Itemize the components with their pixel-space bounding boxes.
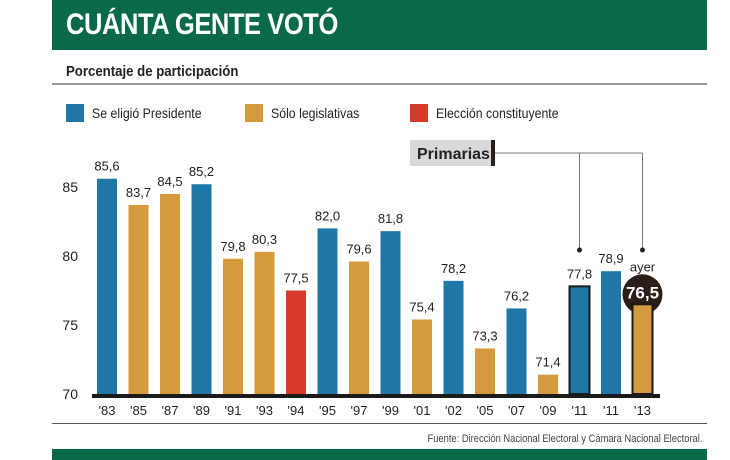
bar — [97, 178, 117, 394]
bar-value-label: 78,2 — [441, 261, 466, 276]
legend-swatch — [410, 104, 428, 122]
page-title: CUÁNTA GENTE VOTÓ — [66, 8, 338, 41]
x-axis-baseline — [92, 394, 660, 398]
bar — [568, 285, 591, 395]
x-tick-label: '91 — [225, 403, 242, 418]
bar — [412, 319, 432, 394]
annotation-dot — [640, 247, 645, 253]
x-tick-label: '85 — [130, 403, 147, 418]
bar — [317, 228, 338, 394]
bar-value-label: 76,2 — [504, 288, 529, 303]
x-tick-label: '89 — [193, 403, 210, 418]
x-tick-label: '05 — [477, 403, 494, 418]
x-tick-label: '95 — [319, 403, 336, 418]
bar — [443, 280, 464, 394]
bar-value-label: 71,4 — [535, 355, 560, 370]
legend-swatch — [66, 104, 84, 122]
bar-value-label: 84,5 — [157, 174, 182, 189]
bar — [128, 204, 149, 394]
bar — [160, 193, 180, 394]
x-tick-label: '94 — [288, 403, 305, 418]
legend-label: Elección constituyente — [436, 105, 559, 121]
bar — [475, 348, 495, 394]
bar — [191, 184, 212, 394]
legend-item-legislativas: Sólo legislativas — [245, 104, 371, 122]
chart-subtitle: Porcentaje de participación — [66, 63, 239, 80]
bar-value-label: 79,8 — [220, 239, 245, 254]
bar-value-label: 85,6 — [94, 159, 119, 174]
highlight-note: ayer — [630, 259, 656, 274]
x-tick-label: '09 — [540, 403, 557, 418]
bar-value-label: 81,8 — [378, 211, 403, 226]
bar — [506, 308, 527, 394]
y-tick-label: 85 — [62, 179, 78, 195]
bar-value-label: 85,2 — [189, 164, 214, 179]
x-tick-label: '83 — [99, 403, 116, 418]
x-tick-label: '87 — [162, 403, 179, 418]
x-tick-label: '99 — [382, 403, 399, 418]
bar — [601, 271, 621, 394]
bar — [286, 290, 306, 394]
y-tick-label: 70 — [62, 386, 78, 402]
footer-bar — [52, 449, 707, 460]
bar-value-label: 75,4 — [409, 299, 434, 314]
bar-value-label: 77,8 — [567, 266, 592, 281]
bar-value-label: 83,7 — [126, 185, 151, 200]
legend-item-constituyente: Elección constituyente — [410, 104, 575, 122]
header-bar: CUÁNTA GENTE VOTÓ — [52, 0, 707, 50]
legend-item-presidente: Se eligió Presidente — [66, 104, 217, 122]
x-tick-label: '11 — [603, 403, 619, 418]
x-tick-label: '97 — [351, 403, 368, 418]
x-tick-label: '11 — [572, 403, 588, 418]
bar — [223, 258, 243, 394]
bar — [349, 261, 369, 394]
x-tick-label: '93 — [256, 403, 273, 418]
bar-value-label: 77,5 — [283, 271, 308, 286]
x-tick-label: '01 — [414, 403, 431, 418]
source-note: Fuente: Dirección Nacional Electoral y C… — [427, 433, 702, 445]
bar — [380, 231, 401, 394]
legend-label: Sólo legislativas — [271, 105, 360, 121]
annotation-label: Primarias — [417, 146, 490, 163]
y-tick-label: 80 — [62, 248, 78, 264]
x-tick-label: '02 — [445, 403, 462, 418]
bar-value-label: 80,3 — [252, 232, 277, 247]
bar — [254, 251, 275, 394]
bar — [631, 303, 654, 395]
bar-value-label: 82,0 — [315, 208, 340, 223]
x-tick-label: '13 — [634, 403, 651, 418]
divider — [52, 423, 707, 424]
bar-value-label: 79,6 — [346, 242, 371, 257]
annotation-box — [410, 140, 493, 166]
annotation-dot — [577, 247, 582, 253]
legend-swatch — [245, 104, 263, 122]
divider — [52, 83, 707, 85]
bar-value-label: 76,5 — [626, 283, 659, 302]
legend-label: Se eligió Presidente — [92, 105, 202, 121]
bar-value-label: 78,9 — [598, 251, 623, 266]
x-tick-label: '07 — [508, 403, 525, 418]
y-tick-label: 75 — [62, 317, 78, 333]
annotation-marker — [491, 140, 495, 166]
bar-value-label: 73,3 — [472, 328, 497, 343]
bar — [538, 374, 558, 394]
